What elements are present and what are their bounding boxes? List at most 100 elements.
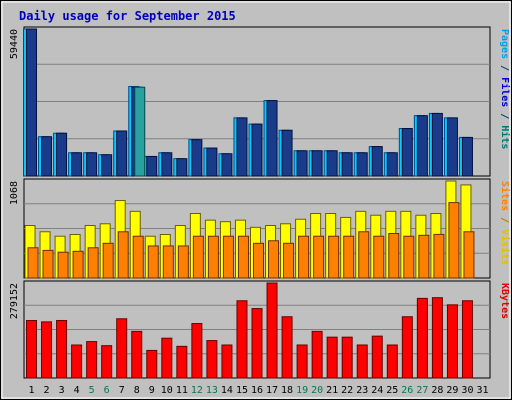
legend-entry: Hits — [499, 125, 511, 149]
bar-hits-files-day-14 — [221, 153, 233, 177]
bar-kbytes-kbytes-day-2 — [41, 321, 53, 379]
bar-hits-files-day-30 — [461, 136, 473, 177]
bar-kbytes-kbytes-day-6 — [101, 345, 113, 379]
x-tick-label-day-4: 4 — [74, 385, 80, 396]
bar-hits-files-day-6 — [101, 154, 113, 177]
bar-kbytes-kbytes-day-13 — [206, 340, 218, 379]
bar-hits-files-day-16 — [251, 123, 263, 177]
bar-hits-files-day-25 — [386, 152, 398, 177]
bar-kbytes-kbytes-day-17 — [266, 282, 278, 379]
x-tick-label-day-20: 20 — [311, 385, 323, 396]
x-tick-label-day-31: 31 — [476, 385, 488, 396]
bar-hits-files-day-7 — [116, 130, 128, 177]
bar-visits-sites-day-7 — [117, 231, 129, 279]
bar-hits-pages-day-8 — [134, 86, 146, 177]
bar-hits-files-day-5 — [86, 152, 98, 177]
legend-entry: / — [499, 107, 510, 125]
panel-kbytes-legend: KBytes — [499, 283, 510, 319]
bar-visits-sites-day-22 — [343, 235, 355, 279]
bar-kbytes-kbytes-day-8 — [131, 330, 143, 379]
bar-visits-sites-day-25 — [388, 233, 400, 279]
x-tick-label-day-16: 16 — [251, 385, 263, 396]
bar-hits-files-day-1 — [26, 28, 38, 177]
bar-hits-files-day-26 — [401, 128, 413, 177]
x-tick-label-day-17: 17 — [266, 385, 278, 396]
bar-hits-files-day-24 — [371, 146, 383, 177]
x-tick-label-day-18: 18 — [281, 385, 293, 396]
bar-visits-sites-day-24 — [373, 235, 385, 279]
bar-kbytes-kbytes-day-30 — [461, 300, 473, 379]
bar-visits-sites-day-5 — [87, 247, 99, 279]
bar-kbytes-kbytes-day-25 — [386, 344, 398, 379]
bar-visits-sites-day-26 — [403, 235, 415, 279]
bar-visits-sites-day-11 — [177, 245, 189, 279]
x-tick-label-day-1: 1 — [29, 385, 35, 396]
legend-entry: Pages — [499, 29, 510, 59]
bar-hits-files-day-19 — [296, 150, 308, 177]
bar-kbytes-kbytes-day-29 — [446, 304, 458, 379]
x-tick-label-day-6: 6 — [104, 385, 110, 396]
legend-entry: / — [499, 211, 510, 229]
legend-entry: Visits — [499, 229, 511, 265]
legend-entry: / — [499, 59, 510, 77]
panel-visits-legend: Sites / Visits — [499, 181, 511, 265]
bar-hits-files-day-4 — [71, 152, 83, 177]
panel-kbytes-max-label: 279152 — [9, 283, 20, 319]
panel-hits: 59440 Pages / Files / Hits — [9, 26, 511, 177]
bar-kbytes-kbytes-day-14 — [221, 344, 233, 379]
bar-visits-sites-day-27 — [418, 234, 430, 279]
x-tick-label-day-11: 11 — [176, 385, 188, 396]
bar-visits-sites-day-30 — [463, 231, 475, 279]
bar-visits-sites-day-18 — [283, 242, 295, 279]
x-tick-label-day-7: 7 — [119, 385, 125, 396]
bar-hits-files-day-20 — [311, 150, 323, 177]
bar-kbytes-kbytes-day-18 — [281, 316, 293, 379]
bar-kbytes-kbytes-day-1 — [26, 319, 38, 379]
bar-kbytes-kbytes-day-20 — [311, 330, 323, 379]
x-tick-label-day-10: 10 — [161, 385, 173, 396]
bar-kbytes-kbytes-day-23 — [356, 344, 368, 379]
panel-visits-max-label: 1068 — [9, 181, 20, 205]
panel-visits: 1068 Sites / Visits — [9, 178, 511, 279]
legend-entry: Sites — [499, 181, 511, 211]
x-tick-label-day-14: 14 — [221, 385, 233, 396]
panel-hits-legend: Pages / Files / Hits — [499, 29, 511, 149]
bar-hits-files-day-27 — [416, 115, 428, 177]
bar-visits-sites-day-17 — [268, 240, 280, 279]
panel-kbytes: 279152 KBytes — [9, 280, 510, 379]
chart-panels: 59440 Pages / Files / Hits 1068 Sites / Vis… — [9, 26, 511, 379]
x-tick-label-day-25: 25 — [386, 385, 398, 396]
x-tick-label-day-27: 27 — [416, 385, 428, 396]
legend-entry: KBytes — [499, 283, 510, 319]
bar-visits-sites-day-1 — [27, 247, 39, 279]
x-tick-label-day-12: 12 — [191, 385, 203, 396]
bar-kbytes-kbytes-day-28 — [431, 297, 443, 379]
bar-visits-sites-day-29 — [448, 202, 460, 279]
x-tick-label-day-21: 21 — [326, 385, 338, 396]
bar-visits-sites-day-28 — [433, 233, 445, 279]
bar-visits-sites-day-12 — [192, 235, 204, 279]
panel-hits-max-label: 59440 — [9, 29, 20, 59]
bar-visits-sites-day-4 — [72, 250, 84, 279]
legend-entry: Files — [499, 77, 511, 107]
x-tick-label-day-28: 28 — [431, 385, 443, 396]
bar-kbytes-kbytes-day-5 — [86, 341, 98, 379]
bar-visits-sites-day-9 — [147, 245, 159, 279]
bar-kbytes-kbytes-day-21 — [326, 336, 338, 379]
x-tick-label-day-19: 19 — [296, 385, 308, 396]
bar-visits-sites-day-20 — [313, 235, 325, 279]
x-tick-label-day-26: 26 — [401, 385, 413, 396]
bar-hits-files-day-2 — [41, 136, 53, 177]
bar-visits-sites-day-19 — [298, 235, 310, 279]
bar-hits-files-day-21 — [326, 150, 338, 177]
bar-visits-sites-day-16 — [253, 242, 264, 279]
bar-kbytes-kbytes-day-3 — [56, 319, 68, 379]
bar-hits-files-day-18 — [281, 129, 293, 177]
bar-hits-files-day-13 — [206, 147, 218, 177]
bar-hits-files-day-28 — [431, 112, 443, 177]
bar-visits-sites-day-3 — [57, 251, 69, 279]
bar-kbytes-kbytes-day-22 — [341, 336, 353, 379]
bar-kbytes-kbytes-day-16 — [251, 308, 263, 379]
bar-kbytes-kbytes-day-26 — [401, 316, 413, 379]
